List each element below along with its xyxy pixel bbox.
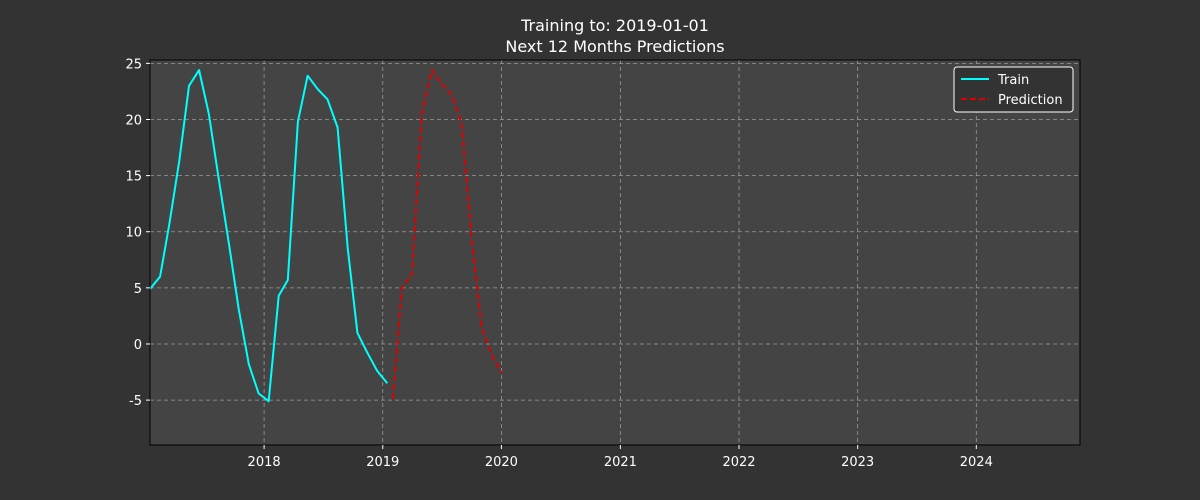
legend: Train Prediction bbox=[953, 66, 1074, 113]
x-tick-label: 2019 bbox=[366, 455, 399, 470]
legend-label-prediction: Prediction bbox=[998, 93, 1063, 108]
legend-label-train: Train bbox=[997, 73, 1029, 88]
y-tick-label: -5 bbox=[129, 394, 142, 409]
chart-title-line-1: Training to: 2019-01-01 bbox=[520, 16, 709, 35]
chart-title: Training to: 2019-01-01 Next 12 Months Pr… bbox=[505, 16, 724, 56]
plot-frame bbox=[149, 59, 1081, 446]
y-tick-label: 25 bbox=[125, 57, 142, 72]
y-tick-label: 10 bbox=[125, 226, 142, 241]
x-axis-ticks: 2018 2019 2020 2021 2022 2023 2024 bbox=[248, 445, 993, 470]
y-tick-label: 15 bbox=[125, 170, 142, 185]
x-tick-label: 2018 bbox=[248, 455, 281, 470]
y-tick-label: 5 bbox=[134, 282, 142, 297]
x-tick-label: 2024 bbox=[960, 455, 993, 470]
x-tick-label: 2022 bbox=[722, 455, 755, 470]
grid-lines bbox=[150, 60, 1080, 445]
y-tick-label: 0 bbox=[134, 338, 142, 353]
x-tick-label: 2023 bbox=[841, 455, 874, 470]
chart-title-line-2: Next 12 Months Predictions bbox=[505, 37, 724, 56]
series-line-train bbox=[149, 69, 389, 403]
series-lines bbox=[149, 69, 503, 403]
series-line-prediction bbox=[391, 69, 503, 400]
y-tick-label: 20 bbox=[125, 113, 142, 128]
x-tick-label: 2020 bbox=[485, 455, 518, 470]
plot-area bbox=[150, 60, 1080, 445]
x-tick-label: 2021 bbox=[604, 455, 637, 470]
y-axis-ticks: -5 0 5 10 15 20 25 bbox=[125, 57, 150, 409]
